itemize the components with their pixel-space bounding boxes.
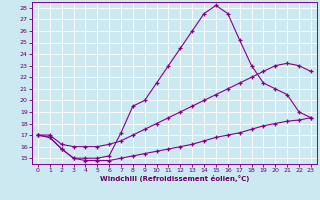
X-axis label: Windchill (Refroidissement éolien,°C): Windchill (Refroidissement éolien,°C): [100, 175, 249, 182]
